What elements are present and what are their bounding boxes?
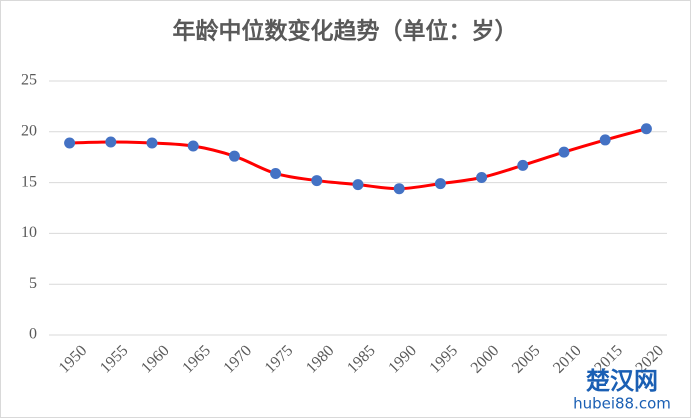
y-tick-label: 25	[21, 72, 37, 89]
marker	[640, 123, 652, 135]
marker	[599, 134, 611, 146]
marker	[146, 137, 158, 149]
marker	[64, 137, 76, 149]
y-tick-label: 5	[29, 275, 37, 292]
watermark: hubei88.com	[573, 395, 671, 413]
watermark: 楚汉网	[586, 367, 658, 395]
marker	[105, 136, 117, 148]
marker	[393, 183, 405, 195]
marker	[434, 178, 446, 190]
marker	[228, 150, 240, 162]
y-tick-label: 0	[29, 326, 37, 343]
marker	[352, 179, 364, 191]
marker	[187, 140, 199, 152]
y-tick-label: 10	[21, 224, 37, 241]
marker	[517, 159, 529, 171]
marker	[476, 172, 488, 184]
chart-title: 年龄中位数变化趋势（单位：岁）	[173, 17, 518, 43]
y-tick-label: 15	[21, 173, 37, 190]
marker	[311, 175, 323, 187]
marker	[270, 167, 282, 179]
marker	[558, 146, 570, 158]
y-tick-label: 20	[21, 122, 37, 139]
